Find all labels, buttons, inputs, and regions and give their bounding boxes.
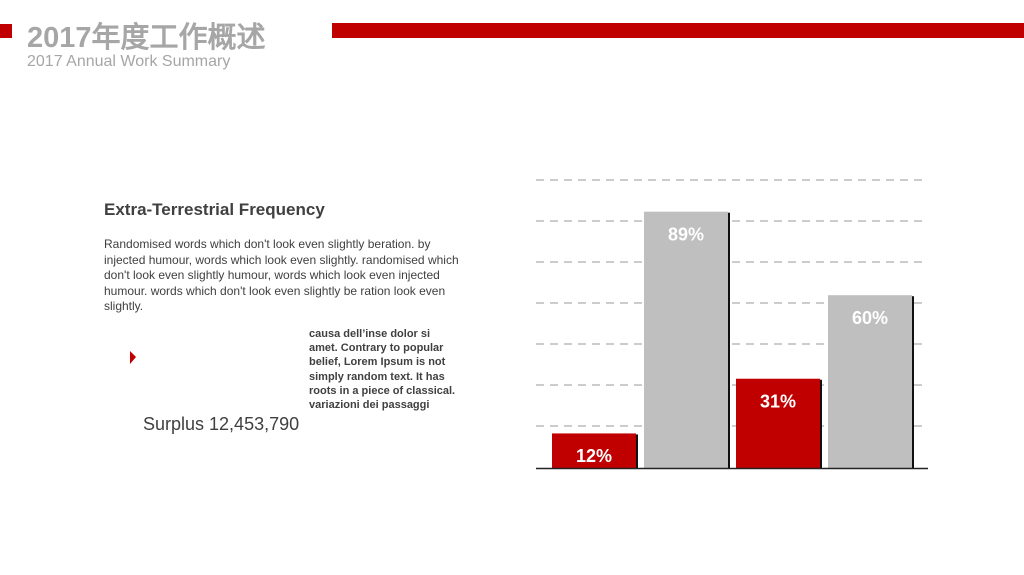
bar (644, 211, 728, 468)
bar-shadow (635, 434, 638, 469)
title-marker (0, 24, 12, 38)
heading: Extra-Terrestrial Frequency (104, 200, 325, 219)
bar-shadow (819, 379, 822, 469)
value-label: 89% (668, 224, 704, 244)
subtitle: 2017 Annual Work Summary (27, 53, 231, 70)
bar-shadow (911, 296, 914, 469)
surplus: Surplus 12,453,790 (143, 414, 300, 434)
value-label: 12% (576, 446, 612, 466)
title-bar (332, 23, 1024, 38)
note: causa dell’inse dolor si amet. Contrary … (309, 328, 456, 412)
paragraph: Randomised words which don't look even s… (104, 237, 459, 313)
bar-shadow (727, 212, 730, 469)
bullet-arrow (130, 351, 136, 364)
title: 2017年度工作概述 (27, 22, 266, 54)
bar (736, 378, 820, 468)
bar (552, 433, 636, 468)
value-label: 60% (852, 308, 888, 328)
bars: 12% 89% 31% 60% (552, 211, 914, 469)
value-label: 31% (760, 391, 796, 411)
bar (828, 295, 912, 468)
